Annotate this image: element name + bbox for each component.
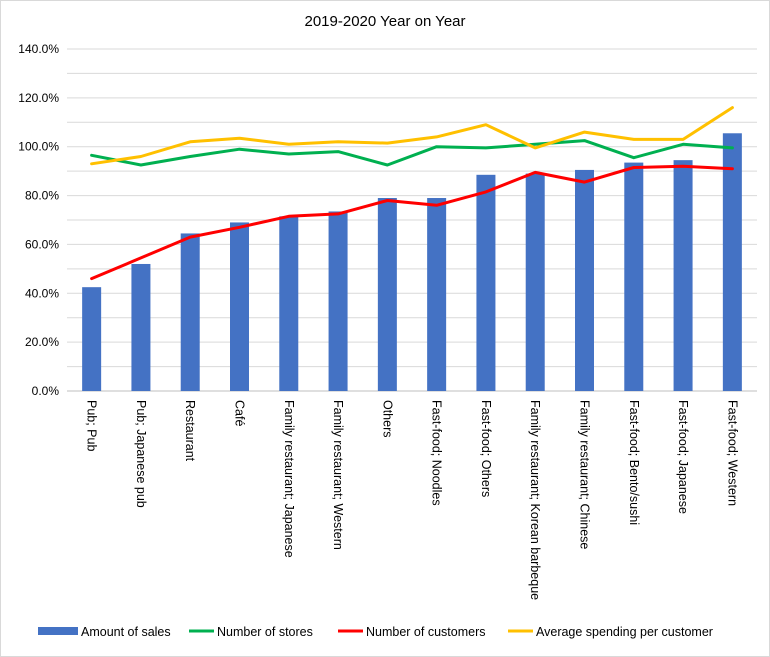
x-category-label: Family restaurant; Western [331,400,345,550]
bar-amount-of-sales [180,233,200,391]
line-number-of-customers [90,164,734,281]
y-tick-label: 100.0% [18,140,59,154]
legend-label: Amount of sales [81,625,171,639]
bar-amount-of-sales [279,216,299,391]
bar-amount-of-sales [377,198,397,391]
x-category-label: Family restaurant; Japanese [282,400,296,558]
chart-title: 2019-2020 Year on Year [305,13,466,30]
bar-amount-of-sales [476,174,496,391]
y-axis-ticks: 0.0% 20.0% 40.0% 60.0% 80.0% 100.0% 120.0% 140.… [18,42,59,398]
x-category-label: Pub; Japanese pub [134,400,148,508]
y-tick-label: 120.0% [18,91,59,105]
gridlines [67,48,757,392]
x-category-label: Fast-food; Japanese [676,400,690,514]
x-category-label: Fast-food; Others [479,400,493,497]
bar-series [82,133,742,391]
x-category-label: Others [380,400,394,438]
legend: Amount of sales Number of stores Number of… [38,625,713,639]
y-tick-label: 140.0% [18,42,59,56]
line-average-spending-per-customer [90,106,734,166]
bar-amount-of-sales [525,173,545,391]
x-category-label: Café [233,400,247,426]
x-category-label: Family restaurant; Chinese [578,400,592,549]
y-tick-label: 80.0% [25,189,59,203]
x-category-label: Fast-food; Bento/sushi [627,400,641,525]
line-series [90,106,734,281]
y-tick-label: 0.0% [32,384,60,398]
x-category-label: Fast-food; Western [725,400,739,506]
bar-amount-of-sales [722,133,742,391]
bar-amount-of-sales [328,211,348,391]
legend-label: Number of customers [366,625,485,639]
line-number-of-stores [90,139,734,167]
legend-label: Average spending per customer [536,625,713,639]
bar-amount-of-sales [82,287,102,391]
x-category-label: Restaurant [183,400,197,462]
x-category-label: Fast-food; Noodles [430,400,444,506]
x-category-label: Family restaurant; Korean barbeque [528,400,542,600]
bar-amount-of-sales [673,160,693,391]
bar-amount-of-sales [575,169,594,391]
y-tick-label: 20.0% [25,335,59,349]
x-category-label: Pub; Pub [85,400,99,451]
y-tick-label: 60.0% [25,237,59,251]
bar-amount-of-sales [131,263,151,391]
bar-amount-of-sales [624,162,644,391]
y-tick-label: 40.0% [25,286,59,300]
bar-amount-of-sales [230,222,249,391]
legend-swatch [38,627,78,635]
bar-amount-of-sales [427,198,447,391]
legend-label: Number of stores [217,625,313,639]
x-axis-labels: Pub; Pub Pub; Japanese pub Restaurant Café F… [85,400,740,600]
